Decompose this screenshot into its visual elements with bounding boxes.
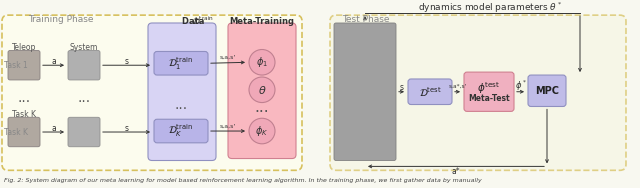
FancyBboxPatch shape [154,119,208,143]
Text: dynamics model parameters $\theta^*$: dynamics model parameters $\theta^*$ [418,1,562,15]
Text: Task K: Task K [12,110,36,119]
Text: Teleop: Teleop [12,43,36,52]
Text: $\phi_1$: $\phi_1$ [256,55,268,69]
FancyBboxPatch shape [148,23,216,161]
Text: MPC: MPC [535,86,559,96]
Text: a: a [52,124,56,133]
Text: ...: ... [17,91,31,105]
FancyBboxPatch shape [68,117,100,147]
Text: $\phi_K$: $\phi_K$ [255,124,269,138]
Text: ...: ... [77,91,91,105]
Text: $\mathcal{D}_K^{\mathrm{train}}$: $\mathcal{D}_K^{\mathrm{train}}$ [168,123,194,139]
Text: $\mathcal{D}_1^{\mathrm{train}}$: $\mathcal{D}_1^{\mathrm{train}}$ [168,55,194,72]
Text: Meta-Training: Meta-Training [230,17,294,26]
Text: a: a [52,57,56,66]
Text: Task K: Task K [4,127,28,136]
Text: $\mathcal{D}^{\mathrm{train}}$: $\mathcal{D}^{\mathrm{train}}$ [192,15,214,27]
FancyBboxPatch shape [8,117,40,147]
Text: Training Phase: Training Phase [28,14,93,24]
Text: $\phi^{\mathrm{test}}$: $\phi^{\mathrm{test}}$ [477,80,500,96]
FancyBboxPatch shape [2,15,302,170]
Text: s: s [400,83,404,92]
Circle shape [249,77,275,102]
FancyBboxPatch shape [8,51,40,80]
Circle shape [249,49,275,75]
Text: ...: ... [255,100,269,115]
Text: s,a*,s': s,a*,s' [449,83,467,88]
FancyBboxPatch shape [68,51,100,80]
Text: Task 1: Task 1 [4,61,28,70]
Text: Data: Data [182,17,207,26]
FancyBboxPatch shape [154,52,208,75]
Text: $\mathcal{D}^{\mathrm{test}}$: $\mathcal{D}^{\mathrm{test}}$ [419,85,442,99]
Text: $\theta$: $\theta$ [258,84,266,96]
FancyBboxPatch shape [408,79,452,105]
FancyBboxPatch shape [334,23,396,161]
Text: Fig. 2: System diagram of our meta learning for model based reinforcement learni: Fig. 2: System diagram of our meta learn… [4,178,482,183]
Text: a*: a* [452,167,460,176]
Text: System: System [70,43,98,52]
FancyBboxPatch shape [228,23,296,158]
Text: s,a,s': s,a,s' [220,124,236,129]
Text: Meta-Test: Meta-Test [468,94,510,103]
FancyBboxPatch shape [528,75,566,106]
Text: s: s [125,124,129,133]
Text: Test Phase: Test Phase [342,14,390,24]
FancyBboxPatch shape [330,15,626,170]
Text: s,a,s': s,a,s' [220,55,236,60]
Text: s: s [125,57,129,66]
Circle shape [249,118,275,144]
Text: ...: ... [175,98,188,111]
Text: $\phi^*$: $\phi^*$ [515,79,527,93]
FancyBboxPatch shape [464,72,514,111]
